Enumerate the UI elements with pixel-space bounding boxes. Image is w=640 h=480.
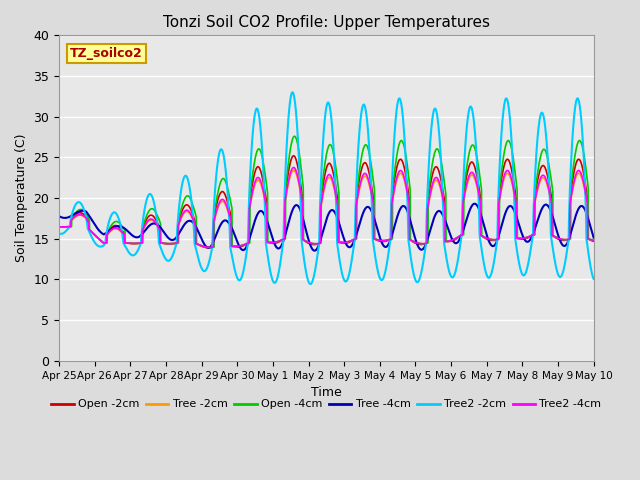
Line: Open -4cm: Open -4cm bbox=[59, 136, 594, 248]
Open -2cm bbox=[55, 224, 63, 230]
Tree2 -4cm bbox=[590, 238, 598, 243]
Open -4cm bbox=[207, 245, 214, 251]
Tree2 -2cm bbox=[558, 273, 566, 278]
Open -4cm bbox=[204, 244, 212, 250]
Open -4cm bbox=[558, 237, 566, 242]
Tree2 -2cm bbox=[55, 231, 63, 237]
Open -2cm bbox=[558, 237, 566, 243]
Open -4cm bbox=[342, 239, 350, 245]
Legend: Open -2cm, Tree -2cm, Open -4cm, Tree -4cm, Tree2 -2cm, Tree2 -4cm: Open -2cm, Tree -2cm, Open -4cm, Tree -4… bbox=[47, 395, 605, 414]
Tree2 -2cm bbox=[342, 278, 350, 284]
Tree -4cm bbox=[354, 228, 362, 234]
Tree2 -2cm bbox=[204, 262, 212, 268]
Tree2 -2cm bbox=[354, 155, 362, 161]
Open -4cm bbox=[482, 235, 490, 240]
Tree -4cm bbox=[558, 241, 566, 247]
Line: Tree -4cm: Tree -4cm bbox=[59, 204, 594, 251]
Line: Tree -2cm: Tree -2cm bbox=[59, 170, 594, 248]
Tree -4cm bbox=[342, 240, 349, 246]
Y-axis label: Soil Temperature (C): Soil Temperature (C) bbox=[15, 134, 28, 263]
Open -4cm bbox=[590, 238, 598, 243]
Tree -2cm bbox=[543, 181, 550, 187]
Tree -4cm bbox=[543, 202, 550, 208]
Tree2 -2cm bbox=[482, 270, 490, 276]
Open -2cm bbox=[205, 245, 213, 251]
Tree2 -2cm bbox=[289, 89, 296, 95]
Tree -4cm bbox=[590, 235, 598, 240]
Tree -4cm bbox=[55, 214, 63, 219]
Tree -2cm bbox=[207, 245, 214, 251]
Title: Tonzi Soil CO2 Profile: Upper Temperatures: Tonzi Soil CO2 Profile: Upper Temperatur… bbox=[163, 15, 490, 30]
Open -2cm bbox=[590, 239, 598, 244]
Tree2 -4cm bbox=[204, 244, 212, 250]
Tree2 -4cm bbox=[354, 193, 362, 199]
Open -4cm bbox=[55, 224, 63, 230]
Tree -4cm bbox=[311, 248, 319, 253]
Tree2 -4cm bbox=[55, 224, 63, 230]
Text: TZ_soilco2: TZ_soilco2 bbox=[70, 47, 143, 60]
Open -4cm bbox=[543, 152, 550, 158]
Tree2 -2cm bbox=[307, 281, 314, 287]
X-axis label: Time: Time bbox=[311, 386, 342, 399]
Open -2cm bbox=[204, 245, 212, 251]
Tree2 -4cm bbox=[482, 235, 490, 241]
Tree -2cm bbox=[558, 237, 566, 242]
Tree -2cm bbox=[204, 244, 212, 250]
Tree -2cm bbox=[354, 195, 362, 201]
Open -2cm bbox=[290, 153, 298, 159]
Tree2 -4cm bbox=[342, 240, 350, 245]
Tree2 -4cm bbox=[207, 245, 214, 251]
Tree2 -4cm bbox=[543, 179, 550, 185]
Tree2 -4cm bbox=[290, 165, 298, 170]
Open -2cm bbox=[543, 170, 550, 176]
Tree -4cm bbox=[482, 229, 490, 235]
Tree -2cm bbox=[290, 168, 298, 173]
Tree2 -2cm bbox=[590, 276, 598, 282]
Tree2 -4cm bbox=[558, 237, 566, 242]
Open -2cm bbox=[482, 236, 490, 241]
Tree -2cm bbox=[590, 238, 598, 243]
Open -4cm bbox=[354, 181, 362, 187]
Open -4cm bbox=[291, 133, 298, 139]
Line: Open -2cm: Open -2cm bbox=[59, 156, 594, 248]
Tree2 -2cm bbox=[543, 142, 550, 148]
Tree -2cm bbox=[482, 235, 490, 241]
Line: Tree2 -2cm: Tree2 -2cm bbox=[59, 92, 594, 284]
Open -2cm bbox=[342, 240, 350, 246]
Tree -2cm bbox=[342, 240, 350, 245]
Tree -2cm bbox=[55, 224, 63, 230]
Tree -4cm bbox=[204, 245, 212, 251]
Line: Tree2 -4cm: Tree2 -4cm bbox=[59, 168, 594, 248]
Tree -4cm bbox=[471, 201, 479, 206]
Open -2cm bbox=[354, 186, 362, 192]
